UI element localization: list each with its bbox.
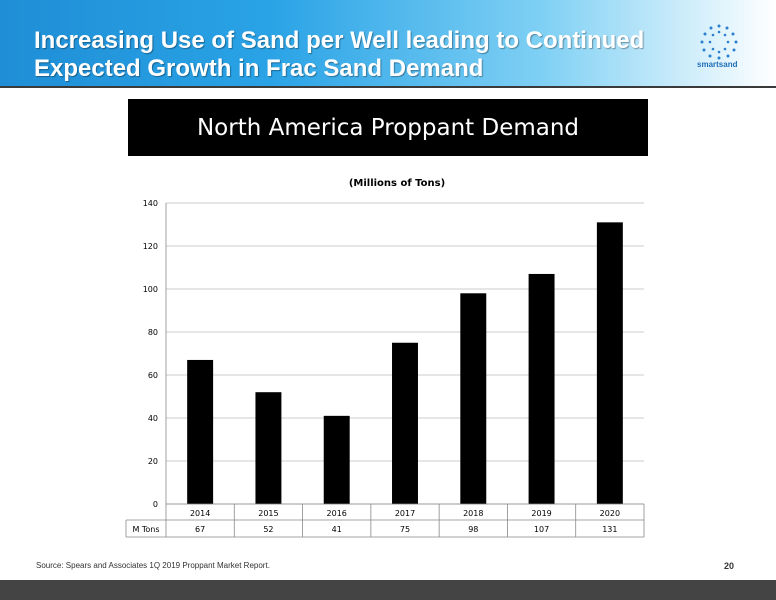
data-table-value: 67 [195, 525, 205, 534]
data-table-value: 75 [400, 525, 410, 534]
x-category-label: 2015 [258, 509, 278, 518]
data-table-value: 52 [263, 525, 273, 534]
slide-title-line1: Increasing Use of Sand per Well leading … [34, 27, 645, 54]
bar-2016 [323, 415, 350, 504]
data-table-value: 98 [468, 525, 478, 534]
y-tick-label: 140 [143, 199, 158, 208]
header-banner [0, 0, 776, 86]
bar-chart: (Millions of Tons) 0 20 40 60 80 100 120 140 M … [125, 178, 645, 538]
y-tick-label: 0 [153, 500, 158, 509]
y-tick-label: 60 [148, 371, 158, 380]
x-category-label: 2016 [327, 509, 347, 518]
y-tick-label: 80 [148, 328, 158, 337]
data-table-value: 107 [534, 525, 549, 534]
y-tick-label: 40 [148, 414, 158, 423]
x-category-label: 2014 [190, 509, 210, 518]
y-tick-label: 120 [143, 242, 158, 251]
page-number: 20 [724, 561, 735, 571]
slide-title: Increasing Use of Sand per Well leading … [34, 27, 714, 83]
bar-2020 [596, 222, 623, 504]
chart-title: (Millions of Tons) [349, 178, 445, 189]
source-note: Source: Spears and Associates 1Q 2019 Pr… [36, 561, 270, 570]
data-table-value: 131 [602, 525, 617, 534]
header-divider [0, 86, 776, 88]
y-tick-label: 100 [143, 285, 158, 294]
bar-2015 [255, 392, 282, 504]
smartsand-logo-icon [700, 24, 738, 60]
x-category-label: 2019 [531, 509, 551, 518]
bar-2014 [187, 359, 214, 504]
bar-2018 [460, 293, 487, 504]
data-table-value: 41 [332, 525, 342, 534]
x-category-label: 2018 [463, 509, 483, 518]
y-tick-label: 20 [148, 457, 158, 466]
series-label: M Tons [132, 525, 159, 534]
bar-2019 [528, 273, 555, 504]
x-category-label: 2017 [395, 509, 415, 518]
x-category-label: 2020 [600, 509, 620, 518]
slide-title-line2: Expected Growth in Frac Sand Demand [34, 55, 484, 82]
logo-wordmark: smartsand [697, 60, 738, 69]
chart-banner: North America Proppant Demand [128, 99, 648, 156]
footer-bar [0, 580, 776, 600]
bar-2017 [392, 342, 418, 504]
